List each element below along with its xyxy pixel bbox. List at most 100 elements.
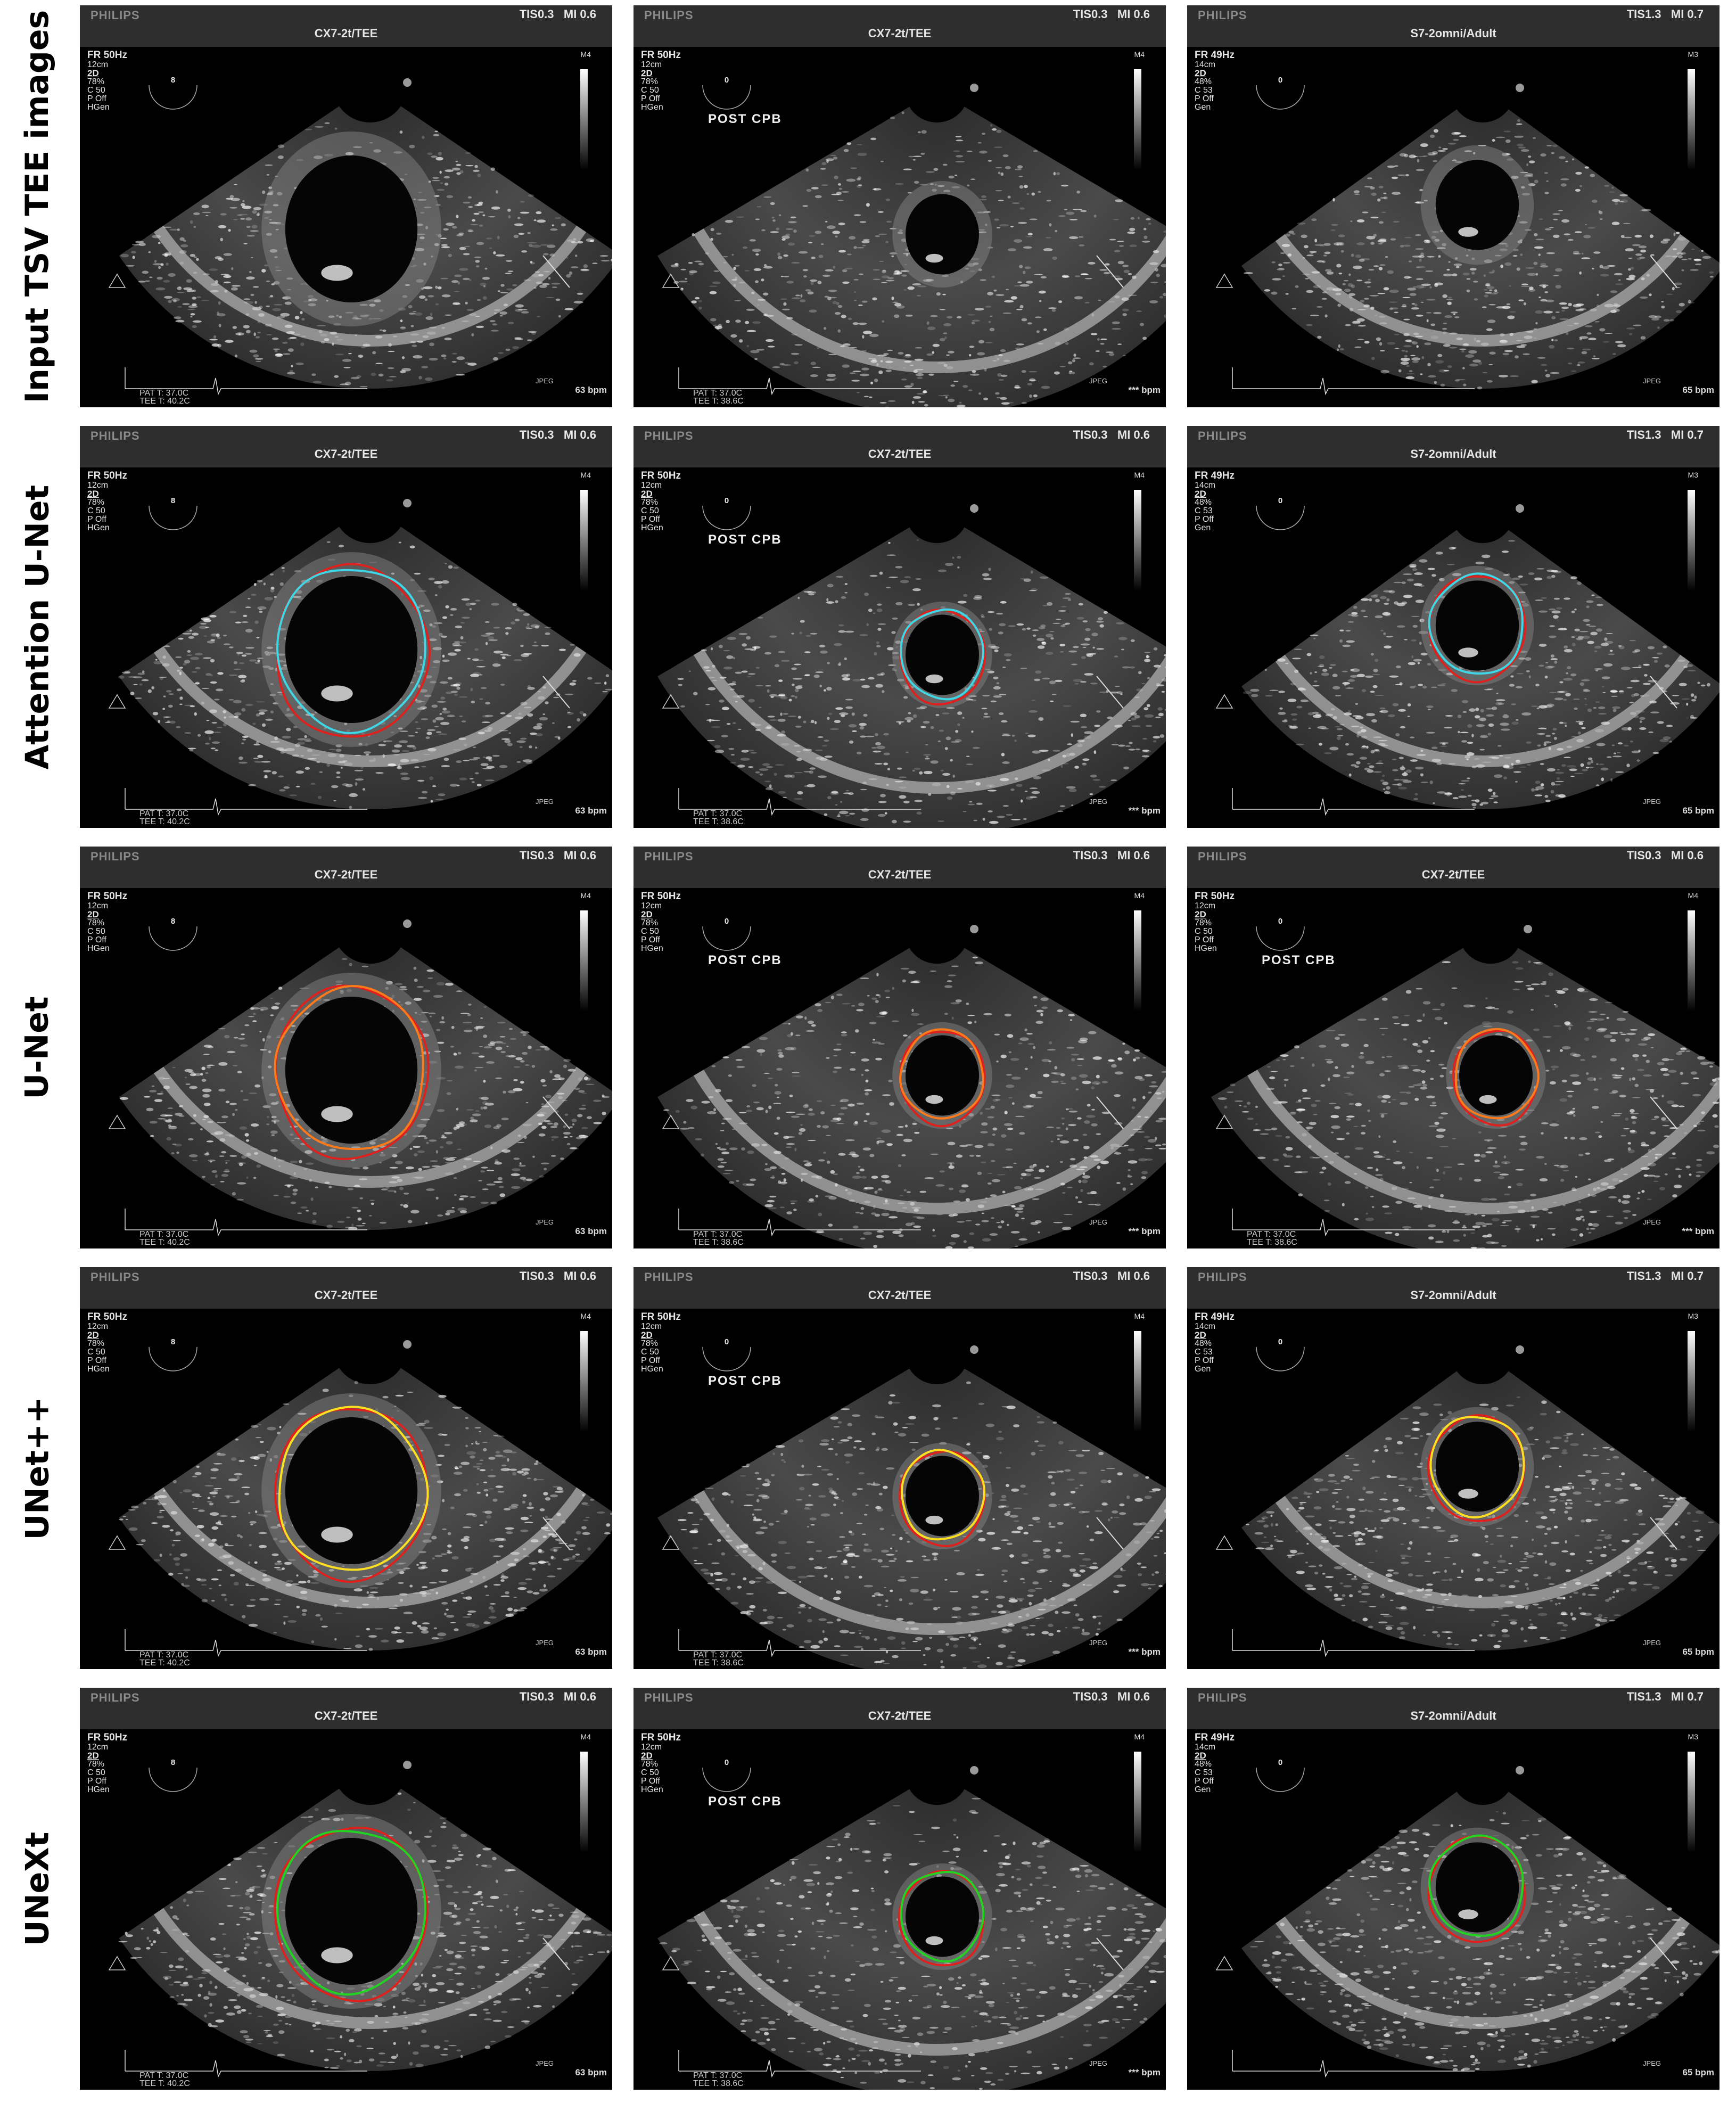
frame-header-bar bbox=[633, 1267, 1166, 1309]
depth-marker-line bbox=[1096, 676, 1124, 709]
tis-mi-readout: TIS1.3 MI 0.7 bbox=[1626, 1269, 1704, 1283]
echo-frame-r5c1: PHILIPS TIS0.3 MI 0.6 CX7-2t/TEE M4 FR 50Hz 1… bbox=[80, 1688, 612, 2090]
mode-index-label: M4 bbox=[1688, 891, 1698, 900]
angle-arc bbox=[1256, 85, 1305, 110]
post-cpb-label: POST CPB bbox=[1262, 953, 1336, 967]
compression-value: C 50 bbox=[87, 927, 105, 936]
echo-frame-r1c1: PHILIPS TIS0.3 MI 0.6 CX7-2t/TEE M4 FR 50Hz 1… bbox=[80, 5, 612, 407]
ecg-trace bbox=[678, 788, 921, 816]
probe-label: S7-2omni/Adult bbox=[1410, 27, 1496, 40]
angle-value: 0 bbox=[725, 1758, 729, 1767]
post-cpb-label: POST CPB bbox=[708, 532, 782, 547]
angle-value: 0 bbox=[725, 76, 729, 85]
angle-arc bbox=[149, 1346, 198, 1371]
compression-value: C 50 bbox=[87, 506, 105, 515]
frame-rate: FR 50Hz bbox=[1195, 891, 1235, 902]
pericardium-echo bbox=[153, 1908, 587, 2029]
heart-rate-label: 63 bpm bbox=[575, 806, 607, 816]
frame-rate: FR 50Hz bbox=[641, 1311, 681, 1323]
compression-value: C 53 bbox=[1195, 506, 1213, 515]
heart-rate-label: *** bpm bbox=[1682, 1226, 1714, 1236]
grayscale-bar bbox=[580, 1331, 588, 1432]
probe-label: CX7-2t/TEE bbox=[314, 27, 378, 40]
pericardium-echo bbox=[693, 1911, 1166, 2056]
ecg-trace bbox=[1232, 1629, 1475, 1657]
depth-value: 12cm bbox=[87, 1322, 109, 1331]
papillary-muscle bbox=[925, 674, 943, 684]
depth-value: 12cm bbox=[641, 1322, 662, 1331]
depth-value: 12cm bbox=[641, 901, 662, 910]
temperature-readout: PAT T: 37.0C TEE T: 40.2C bbox=[139, 1651, 190, 1668]
angle-value: 0 bbox=[725, 1337, 729, 1346]
pericardium-echo bbox=[693, 1490, 1166, 1635]
tis-mi-readout: TIS1.3 MI 0.7 bbox=[1626, 7, 1704, 21]
depth-marker-line bbox=[1096, 255, 1124, 288]
acquisition-params: FR 50Hz 12cm 2D 78% C 50 P Off HGen bbox=[87, 1732, 127, 1794]
ground-truth-contour bbox=[898, 1869, 985, 1967]
row-label-unext-text: UNeXt bbox=[19, 1831, 56, 1946]
pericardium-echo bbox=[1275, 234, 1690, 347]
grayscale-bar bbox=[1688, 490, 1695, 591]
row-label-unext: UNeXt bbox=[0, 1688, 75, 2090]
patient-temperature: PAT T: 37.0C bbox=[693, 2071, 743, 2080]
echo-image: 8 bbox=[108, 910, 612, 1237]
orientation-icon bbox=[1215, 1114, 1233, 1129]
patient-temperature: PAT T: 37.0C bbox=[139, 2071, 189, 2080]
gain-value: 48% bbox=[1195, 1760, 1212, 1769]
probe-label: CX7-2t/TEE bbox=[1421, 868, 1485, 881]
depth-marker-line bbox=[1096, 1937, 1124, 1970]
brand-label: PHILIPS bbox=[1198, 429, 1247, 442]
echo-frame-r4c2: PHILIPS TIS0.3 MI 0.6 CX7-2t/TEE M4 FR 50Hz 1… bbox=[633, 1267, 1166, 1669]
pericardium-echo bbox=[153, 646, 587, 767]
ventricle-cavity bbox=[285, 1838, 418, 1985]
tis-mi-readout: TIS0.3 MI 0.6 bbox=[519, 1269, 596, 1283]
acquisition-params: FR 50Hz 12cm 2D 78% C 50 P Off HGen bbox=[87, 891, 127, 953]
tis-mi-readout: TIS0.3 MI 0.6 bbox=[1073, 7, 1150, 21]
echo-frame-r3c3: PHILIPS TIS0.3 MI 0.6 CX7-2t/TEE M4 FR 50Hz 1… bbox=[1187, 847, 1719, 1248]
probe-label: S7-2omni/Adult bbox=[1410, 1288, 1496, 1302]
gain-value: 48% bbox=[1195, 77, 1212, 86]
echo-image: 0 bbox=[657, 1752, 1166, 2090]
generation-value: HGen bbox=[87, 103, 110, 112]
angle-arc bbox=[702, 85, 751, 110]
ultrasound-sector bbox=[657, 1368, 1166, 1669]
heart-rate-label: 63 bpm bbox=[575, 1647, 607, 1657]
brand-label: PHILIPS bbox=[1198, 9, 1247, 22]
imaging-mode: 2D bbox=[87, 909, 99, 919]
gain-value: 78% bbox=[87, 918, 105, 927]
depth-marker-line bbox=[1096, 1096, 1124, 1129]
imaging-mode: 2D bbox=[641, 1751, 653, 1761]
persistence-value: P Off bbox=[641, 1356, 660, 1365]
brand-label: PHILIPS bbox=[90, 9, 140, 22]
echo-image: 0 bbox=[657, 490, 1166, 828]
probe-label: CX7-2t/TEE bbox=[868, 447, 932, 461]
tis-mi-readout: TIS0.3 MI 0.6 bbox=[519, 428, 596, 441]
compression-value: C 53 bbox=[1195, 86, 1213, 95]
angle-value: 0 bbox=[1278, 496, 1282, 505]
generation-value: Gen bbox=[1195, 1365, 1211, 1374]
ventricle-cavity bbox=[285, 997, 418, 1144]
tis-mi-readout: TIS1.3 MI 0.7 bbox=[1626, 1690, 1704, 1703]
tee-temperature: TEE T: 38.6C bbox=[1247, 1238, 1297, 1247]
grayscale-bar bbox=[580, 69, 588, 170]
ground-truth-contour bbox=[899, 1450, 986, 1548]
frame-rate: FR 50Hz bbox=[87, 1311, 127, 1323]
pericardium-echo bbox=[153, 1487, 587, 1608]
ecg-trace bbox=[125, 1629, 367, 1657]
tis-mi-readout: TIS0.3 MI 0.6 bbox=[519, 1690, 596, 1703]
echo-frame-r3c2: PHILIPS TIS0.3 MI 0.6 CX7-2t/TEE M4 FR 50Hz 1… bbox=[633, 847, 1166, 1248]
mode-index-label: M4 bbox=[1134, 1732, 1145, 1741]
ventricle-cavity bbox=[906, 194, 979, 275]
heart-rate-label: 65 bpm bbox=[1682, 806, 1714, 816]
angle-value: 8 bbox=[171, 496, 175, 505]
acquisition-params: FR 50Hz 12cm 2D 78% C 50 P Off HGen bbox=[87, 1312, 127, 1374]
jpeg-label: JPEG bbox=[536, 1639, 554, 1647]
tis-mi-readout: TIS0.3 MI 0.6 bbox=[519, 849, 596, 862]
prediction-contour bbox=[1428, 572, 1524, 675]
jpeg-label: JPEG bbox=[536, 798, 554, 806]
probe-label: CX7-2t/TEE bbox=[868, 27, 932, 40]
frame-rate: FR 50Hz bbox=[641, 50, 681, 61]
probe-marker-dot bbox=[1516, 84, 1524, 92]
frame-header-bar bbox=[633, 1688, 1166, 1729]
depth-value: 14cm bbox=[1195, 60, 1216, 69]
